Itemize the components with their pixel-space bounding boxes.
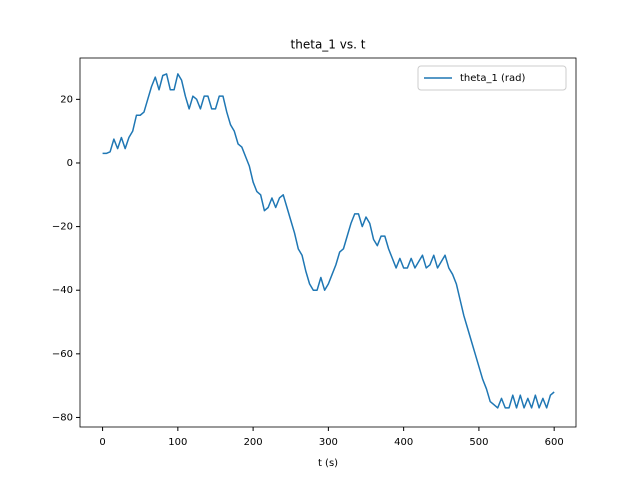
x-tick-label: 0 <box>99 437 105 448</box>
y-tick-label: −60 <box>52 349 73 360</box>
x-axis-label: t (s) <box>318 458 338 469</box>
data-line <box>102 73 555 409</box>
y-tick-label: 20 <box>60 94 73 105</box>
chart-title: theta_1 vs. t <box>291 38 366 52</box>
y-tick-label: −20 <box>52 222 73 233</box>
plot-frame <box>79 57 577 428</box>
x-tick-label: 400 <box>394 437 413 448</box>
x-tick-label: 600 <box>545 437 564 448</box>
x-tick-label: 200 <box>244 437 263 448</box>
legend-label: theta_1 (rad) <box>460 73 525 84</box>
y-tick-label: 0 <box>67 158 73 169</box>
y-tick-label: −80 <box>52 412 73 423</box>
y-tick-label: −40 <box>52 285 73 296</box>
legend-box <box>417 65 567 91</box>
x-tick-label: 500 <box>469 437 488 448</box>
x-tick-label: 100 <box>168 437 187 448</box>
x-tick-label: 300 <box>319 437 338 448</box>
